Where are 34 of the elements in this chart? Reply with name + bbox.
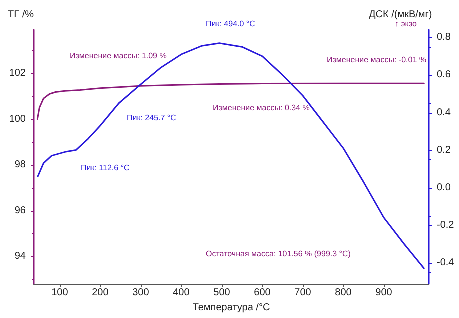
x-tick-label: 400 [173, 288, 190, 299]
text: ↑ экзо [395, 20, 418, 28]
y2-tick-label: 0.6 [437, 70, 452, 81]
y2-tick-label: -0.2 [437, 220, 455, 231]
annotation: Изменение массы: 0.34 % [213, 104, 310, 112]
annotation: Изменение массы: -0.01 % [327, 56, 427, 64]
x-tick-label: 100 [52, 288, 69, 299]
annotation: Пик: 112.6 °C [81, 164, 130, 172]
y2-axis-title: ДСК /(мкВ/мг) [369, 10, 432, 20]
x-tick-label: 500 [214, 288, 231, 299]
y-tick-label: 94 [14, 251, 26, 262]
y-tick-label: 96 [14, 205, 26, 216]
x-tick-label: 700 [294, 288, 312, 299]
y-tick-label: 100 [9, 114, 26, 125]
y2-tick-label: 0.4 [437, 107, 452, 118]
x-tick-label: 300 [132, 288, 150, 299]
y-tick-label: 98 [14, 160, 26, 171]
annotation: Остаточная масса: 101.56 % (999.3 °C) [206, 250, 352, 258]
y2-tick-label: 0.0 [437, 182, 452, 194]
y2-tick-label: 0.2 [437, 144, 452, 156]
x-tick-label: 200 [92, 288, 110, 299]
annotation: Изменение массы: 1.09 % [70, 52, 167, 60]
text: Пик: 494.0 °C [206, 20, 256, 28]
y2-tick-label: -0.4 [437, 257, 455, 268]
x-axis-title: Температура /°C [192, 302, 270, 314]
y2-tick-label: 0.8 [437, 32, 452, 44]
annotation: Пик: 245.7 °C [127, 114, 177, 122]
x-tick-label: 900 [376, 288, 393, 299]
x-tick-label: 800 [335, 288, 352, 299]
line-series [37, 42, 425, 270]
y-axis-title: ТГ /% [8, 10, 34, 20]
y-tick-label: 102 [9, 68, 26, 79]
x-tick-label: 600 [254, 288, 272, 299]
line-series [36, 82, 425, 120]
